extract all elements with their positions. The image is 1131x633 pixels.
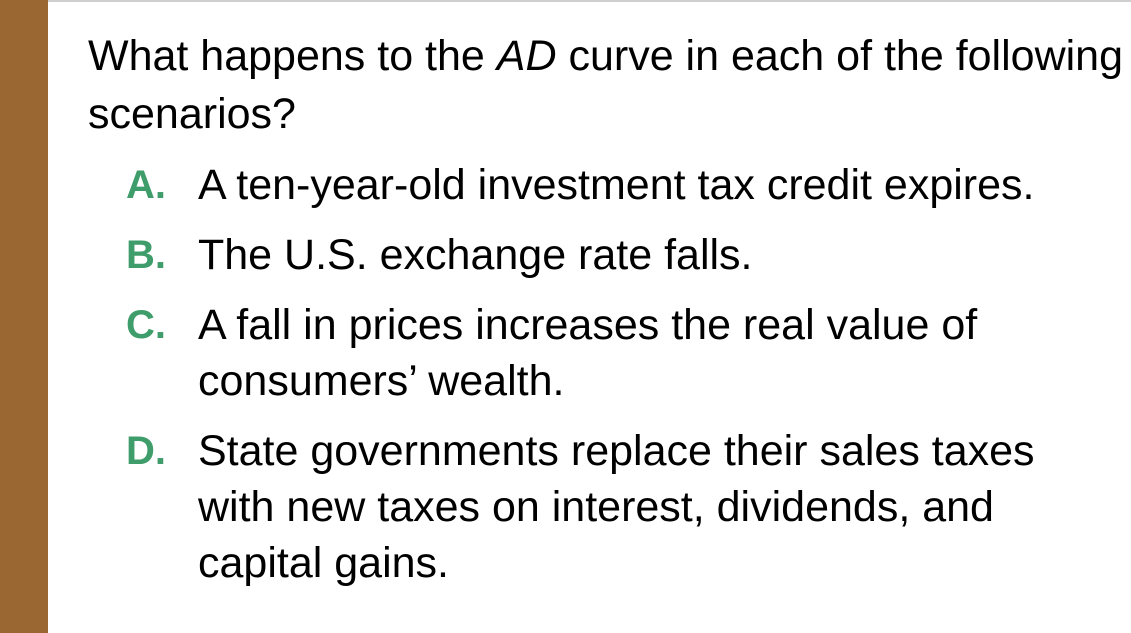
question-text: What happens to the AD curve in each of …: [88, 27, 1128, 143]
slide-content: What happens to the AD curve in each of …: [88, 27, 1128, 591]
option-letter: A.: [126, 163, 166, 207]
question-emphasis: AD: [496, 32, 557, 80]
option-d: D. State governments replace their sales…: [126, 423, 1128, 591]
option-text: State governments replace their sales ta…: [198, 427, 1035, 587]
question-prefix: What happens to the: [88, 32, 497, 80]
option-letter: B.: [126, 233, 166, 277]
option-text: A fall in prices increases the real valu…: [198, 301, 978, 405]
question-suffix: curve in each of the following scenarios…: [88, 32, 1124, 138]
option-text: The U.S. exchange rate falls.: [198, 231, 753, 279]
option-c: C. A fall in prices increases the real v…: [126, 297, 1128, 409]
option-letter: D.: [126, 429, 166, 473]
option-letter: C.: [126, 303, 166, 347]
slide-side-bar: [0, 0, 48, 633]
option-b: B. The U.S. exchange rate falls.: [126, 227, 1128, 283]
option-a: A. A ten-year-old investment tax credit …: [126, 157, 1128, 213]
options-list: A. A ten-year-old investment tax credit …: [88, 157, 1128, 591]
top-divider: [48, 0, 1131, 2]
option-text: A ten-year-old investment tax credit exp…: [198, 161, 1035, 209]
